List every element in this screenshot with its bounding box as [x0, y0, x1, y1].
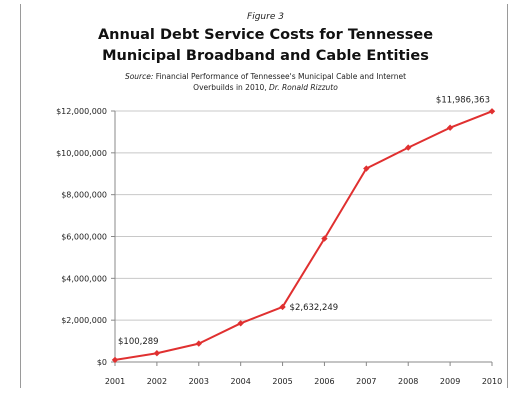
y-tick-label: $10,000,000: [56, 149, 107, 158]
data-label: $100,289: [118, 337, 159, 347]
y-tick-label: $4,000,000: [61, 274, 107, 283]
chart-title-line1: Annual Debt Service Costs for Tennessee: [97, 27, 434, 43]
source-text-2: Overbuilds in 2010,: [193, 83, 270, 92]
chart-title-line2: Municipal Broadband and Cable Entities: [102, 48, 429, 64]
data-point-marker: [111, 356, 119, 364]
y-tick-label: $8,000,000: [61, 191, 107, 200]
x-tick-label: 2001: [105, 377, 125, 386]
data-point-marker: [153, 350, 161, 357]
source-author: Dr. Ronald Rizzuto: [269, 83, 338, 92]
chart-frame: [20, 4, 508, 388]
data-label: $2,632,249: [290, 303, 339, 313]
x-tick-label: 2004: [230, 377, 250, 386]
chart-source-line2: Overbuilds in 2010, Dr. Ronald Rizzuto: [0, 83, 531, 92]
data-label: $11,986,363: [436, 95, 490, 105]
x-tick-label: 2007: [356, 377, 376, 386]
y-tick-label: $0: [97, 358, 107, 367]
x-tick-label: 2010: [482, 377, 502, 386]
series-line: [114, 110, 493, 361]
data-point-marker: [446, 124, 454, 131]
x-tick-label: 2002: [147, 377, 167, 386]
y-tick-label: $12,000,000: [56, 107, 107, 116]
chart-source-line1: Source: Financial Performance of Tenness…: [0, 72, 531, 81]
source-prefix: Source:: [124, 72, 154, 81]
data-point-marker: [195, 340, 202, 347]
data-point-marker: [237, 320, 244, 327]
data-point-marker: [405, 144, 412, 151]
x-tick-label: 2006: [314, 377, 334, 386]
x-tick-label: 2008: [398, 377, 418, 386]
data-point-marker: [321, 235, 328, 242]
data-point-marker: [279, 303, 286, 311]
x-tick-label: 2003: [189, 377, 209, 386]
x-tick-label: 2005: [272, 377, 292, 386]
x-tick-label: 2009: [440, 377, 460, 386]
data-point-marker: [488, 108, 496, 115]
y-tick-label: $6,000,000: [61, 233, 107, 242]
figure-label: Figure 3: [247, 12, 284, 22]
data-point-marker: [363, 165, 370, 172]
y-tick-label: $2,000,000: [61, 316, 107, 325]
source-text-1: Financial Performance of Tennessee's Mun…: [153, 72, 407, 81]
